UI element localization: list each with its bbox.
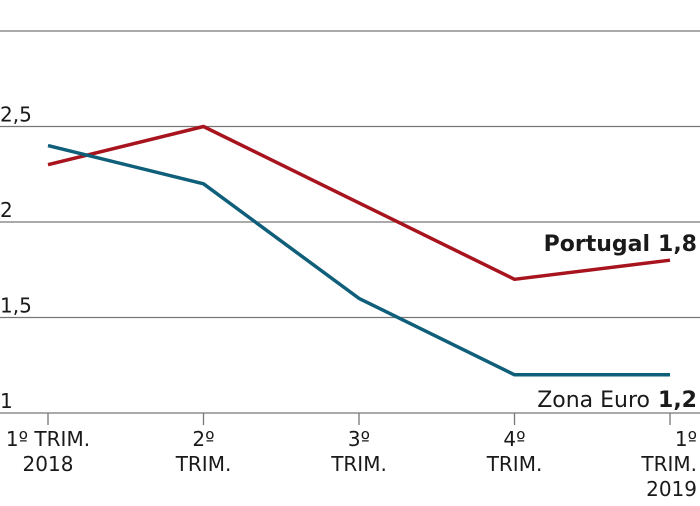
series-label: Portugal 1,8 [544,232,697,257]
legend-name: Portugal [544,232,650,257]
y-tick-label: 2,5 [0,103,32,127]
x-tick-label: TRIM. [640,452,697,476]
series-label: Zona Euro 1,2 [537,388,697,413]
y-tick-label: 2 [0,198,13,222]
series-line [47,143,670,377]
x-tick-label: TRIM. [330,452,387,476]
x-tick-label: TRIM. [486,452,543,476]
x-tick-label: 1º [675,427,697,451]
y-tick-label: 1 [0,389,13,413]
x-tick-label: 2018 [23,452,74,476]
x-tick-label: 1º TRIM. [6,427,90,451]
x-tick-label: TRIM. [175,452,232,476]
x-tick-label: 4º [503,427,525,451]
x-tick-label: 3º [348,427,370,451]
y-tick-label: 1,5 [0,294,32,318]
end-value-label: 1,2 [658,388,697,413]
x-tick-label: 2º [192,427,214,451]
legend-name: Zona Euro [537,388,650,413]
end-value-label: 1,8 [658,232,697,257]
series-line [47,124,671,282]
x-tick-label: 2019 [646,477,697,501]
